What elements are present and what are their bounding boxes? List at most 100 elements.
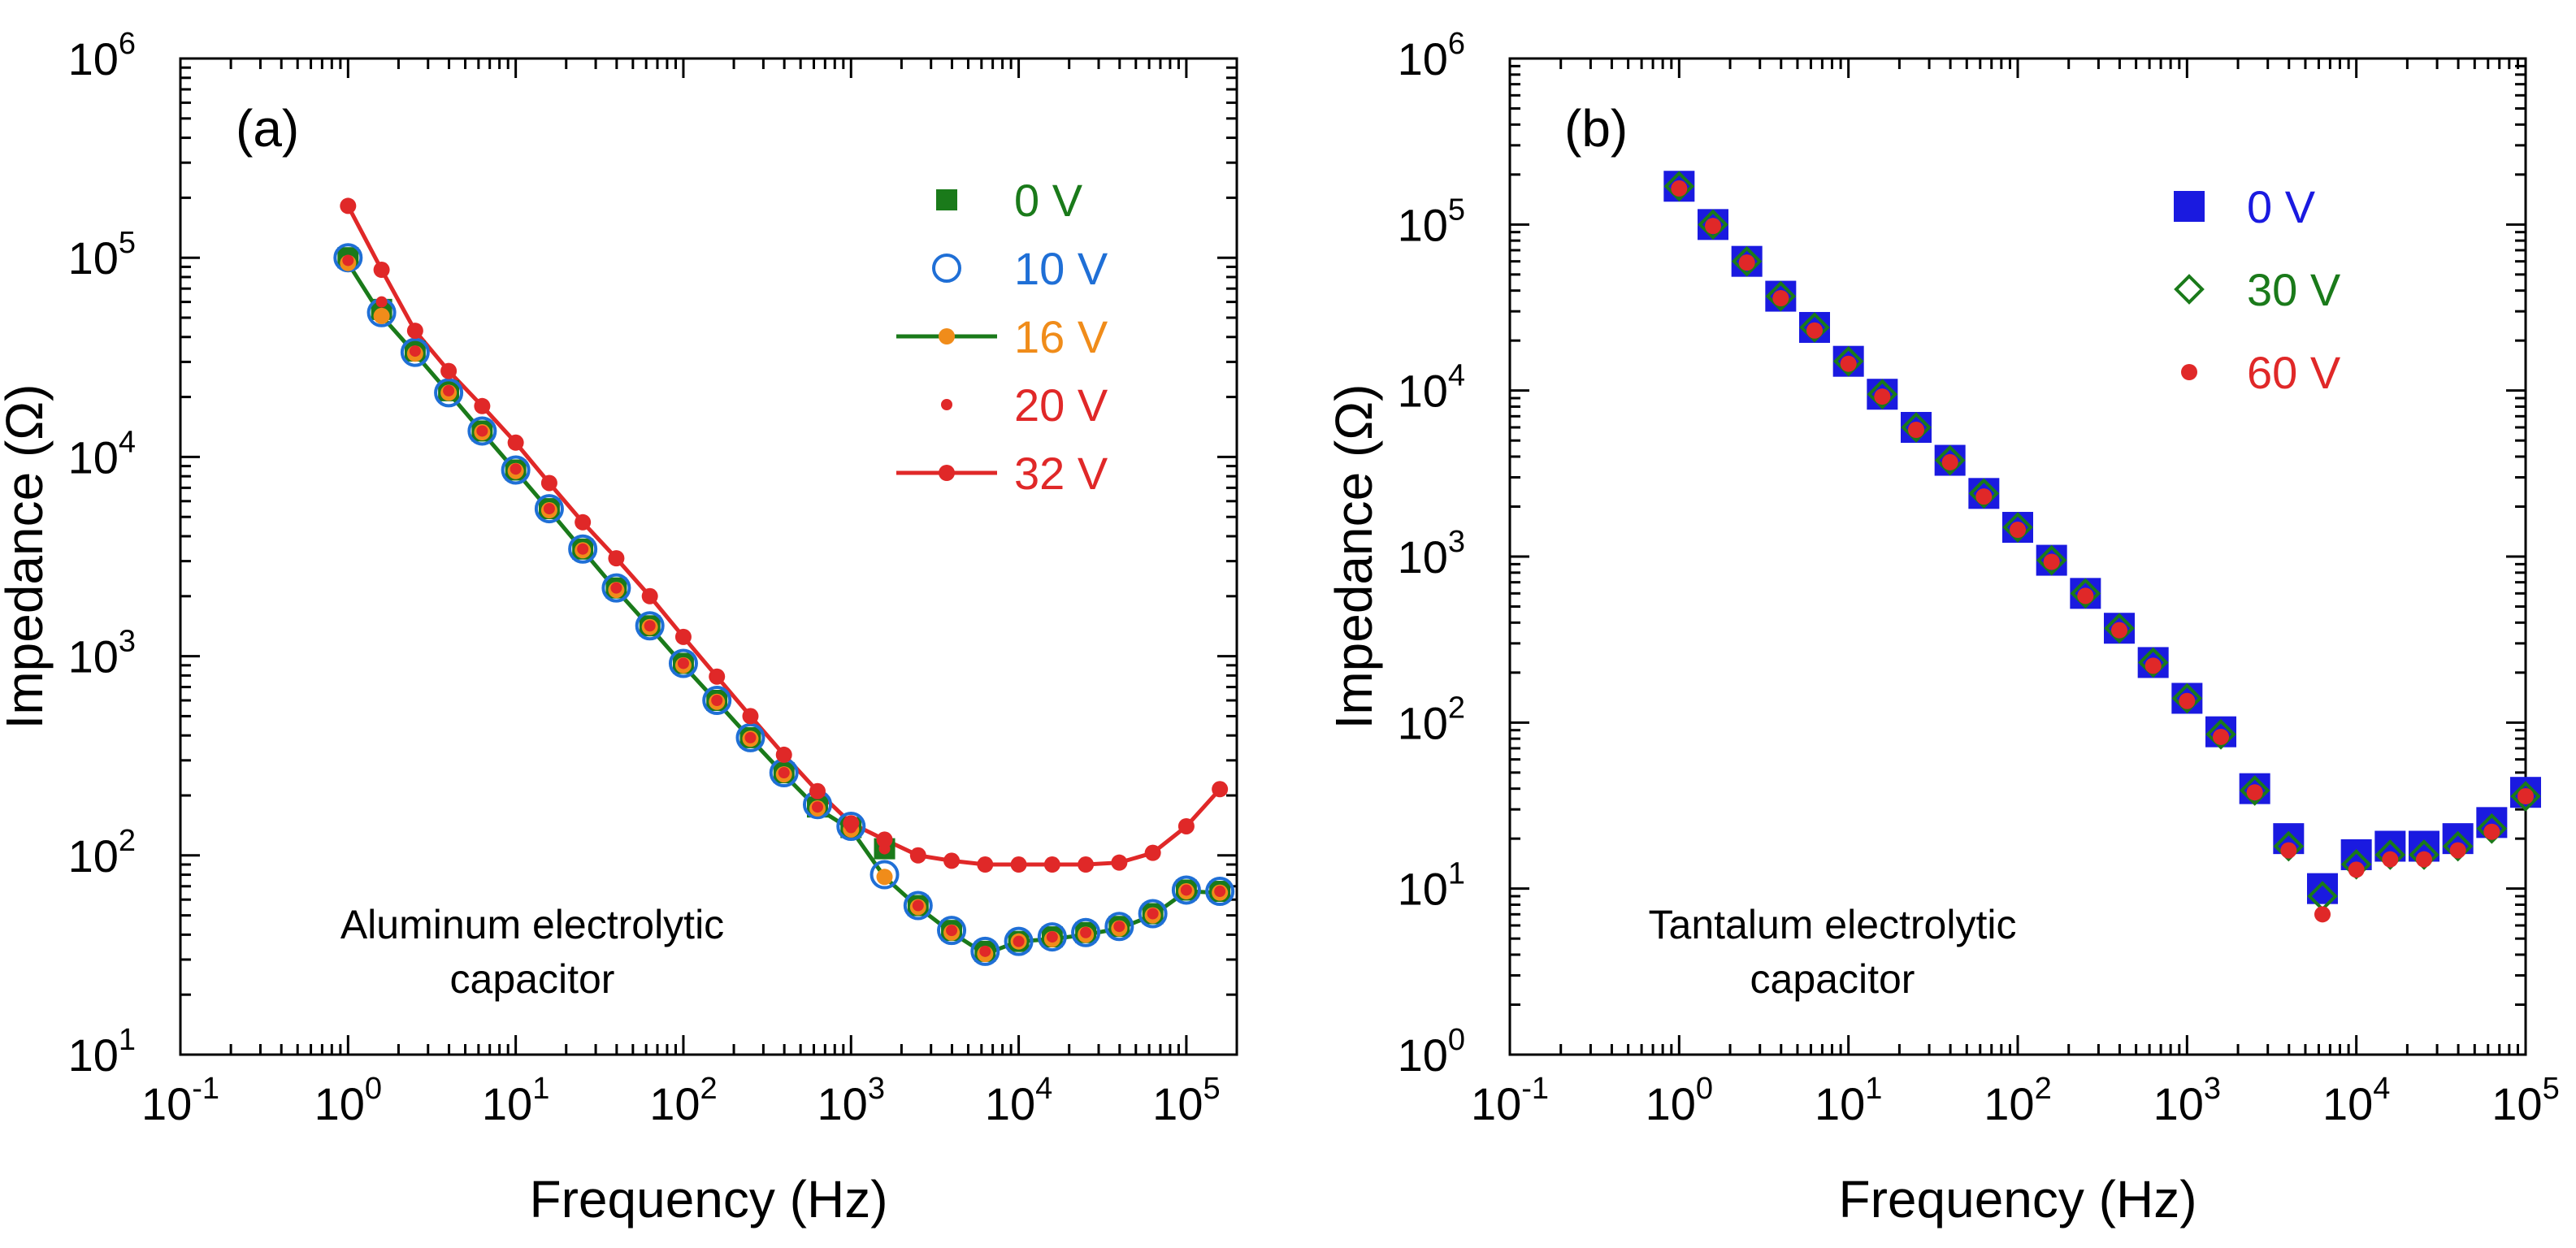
data-point <box>400 337 430 367</box>
y-axis-title: Impedance (Ω) <box>1325 384 1383 730</box>
annotation-line-2: capacitor <box>1750 956 1915 1002</box>
data-point <box>373 262 390 279</box>
y-tick-label: 105 <box>1398 193 1465 250</box>
data-point <box>1104 912 1134 942</box>
data-point <box>912 899 924 912</box>
x-tick-label: 105 <box>1152 1072 1220 1129</box>
data-point <box>2483 823 2500 840</box>
legend-item: 16 V <box>896 311 1108 362</box>
data-point <box>677 657 689 670</box>
annotation-line-1: Tantalum electrolytic <box>1649 902 2017 947</box>
annotation-line-2: capacitor <box>450 956 615 1002</box>
data-point <box>1772 289 1789 306</box>
data-point <box>903 890 933 921</box>
data-point <box>870 860 900 890</box>
panel-label: (b) <box>1564 99 1628 158</box>
data-point <box>1205 877 1235 907</box>
data-point <box>2110 622 2127 639</box>
data-point <box>778 767 790 779</box>
data-point <box>1043 856 1060 873</box>
data-point <box>608 550 625 567</box>
annotation-line-1: Aluminum electrolytic <box>340 902 724 947</box>
data-point <box>2213 728 2230 745</box>
data-point <box>735 722 765 752</box>
data-point <box>812 801 824 813</box>
data-point <box>476 425 488 437</box>
data-point <box>409 345 421 358</box>
data-point <box>568 534 598 564</box>
data-point <box>577 543 589 555</box>
data-point <box>668 648 698 678</box>
legend-marker <box>932 254 961 283</box>
data-point <box>2043 553 2060 570</box>
data-point <box>510 463 522 475</box>
panel-label: (a) <box>236 99 299 158</box>
data-point <box>507 434 524 451</box>
data-point <box>937 916 967 946</box>
y-tick-label: 106 <box>1398 27 1465 84</box>
data-point <box>1078 856 1095 873</box>
data-point <box>2280 842 2297 859</box>
plot-frame <box>179 57 1238 1056</box>
data-point <box>775 746 792 763</box>
legend-marker <box>936 189 957 210</box>
data-point <box>2239 775 2270 806</box>
legend-item: 30 V <box>2174 264 2341 315</box>
data-point <box>876 831 893 848</box>
y-tick-label: 101 <box>68 1023 136 1081</box>
series-20v <box>342 254 1226 957</box>
data-point <box>406 323 423 340</box>
data-point <box>540 474 557 492</box>
data-point <box>342 254 354 266</box>
data-point <box>340 197 357 214</box>
data-point <box>1111 854 1128 871</box>
legend-marker <box>2181 364 2197 380</box>
series-line-16v <box>346 262 1221 956</box>
data-point <box>1671 180 1688 197</box>
x-tick-label: 102 <box>649 1072 717 1129</box>
data-point <box>742 708 759 725</box>
data-point <box>1975 488 1993 505</box>
data-point <box>434 378 464 408</box>
legend-item: 0 V <box>936 175 1083 226</box>
x-tick-label: 101 <box>1815 1072 1882 1129</box>
data-point <box>2314 906 2331 923</box>
x-tick-label: 103 <box>2153 1072 2221 1129</box>
data-point <box>946 925 958 937</box>
legend-marker <box>939 465 955 481</box>
legend-item: 60 V <box>2181 347 2341 398</box>
data-point <box>1908 422 1925 439</box>
data-point <box>2449 842 2466 859</box>
data-point <box>970 936 1000 966</box>
x-tick-label: 100 <box>1646 1072 1713 1129</box>
legend-item: 32 V <box>896 448 1108 499</box>
data-point <box>2070 578 2101 609</box>
data-point <box>1013 935 1025 947</box>
data-point <box>2179 692 2196 709</box>
data-point <box>1144 844 1161 861</box>
data-point <box>1832 345 1864 377</box>
x-tick-label: 104 <box>985 1072 1052 1129</box>
y-tick-label: 104 <box>1398 359 1465 417</box>
data-point <box>375 296 388 308</box>
data-point <box>1177 817 1195 834</box>
legend-label: 16 V <box>1014 311 1108 362</box>
data-point <box>610 582 622 594</box>
legend-label: 30 V <box>2247 264 2341 315</box>
series-32v <box>340 197 1229 873</box>
x-axis-title: Frequency (Hz) <box>530 1170 888 1228</box>
data-point <box>809 782 826 800</box>
data-point <box>467 416 497 446</box>
data-point <box>644 620 656 632</box>
data-point <box>711 694 723 706</box>
legend-label: 0 V <box>1014 175 1083 226</box>
data-point <box>876 869 893 886</box>
data-point <box>440 362 458 379</box>
data-point <box>2205 718 2236 750</box>
y-tick-label: 101 <box>1398 857 1465 915</box>
y-axis-title: Impedance (Ω) <box>0 384 54 730</box>
panel-a-aluminum: 10-1 100 101 102 103 104 105 101 102 103 104 105 106… <box>0 27 1238 1228</box>
data-point <box>1934 444 1966 476</box>
x-tick-label: 10-1 <box>141 1072 219 1129</box>
data-point <box>1046 931 1058 943</box>
